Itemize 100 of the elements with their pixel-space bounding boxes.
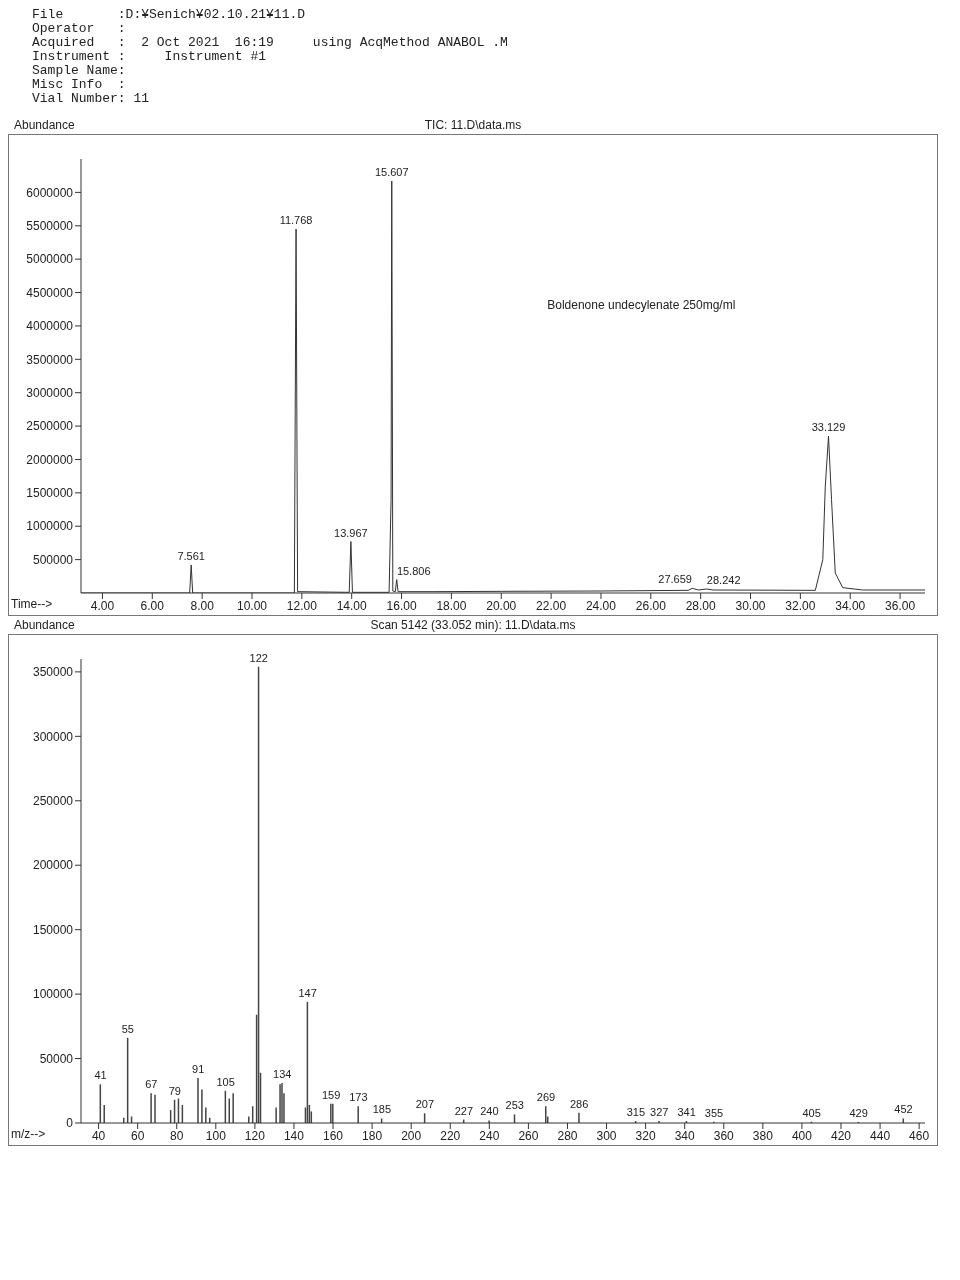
y-tick-label: 1500000 xyxy=(26,486,74,501)
annotation: 79 xyxy=(168,1084,181,1097)
x-tick-label: 8.00 xyxy=(190,598,215,613)
x-tick-label: 200 xyxy=(401,1128,422,1143)
annotation: 269 xyxy=(536,1091,556,1104)
annotation: 134 xyxy=(273,1068,292,1081)
chart-title: TIC: 11.D\data.ms xyxy=(424,118,522,132)
annotation: 147 xyxy=(298,986,317,999)
annotation: 227 xyxy=(454,1104,474,1117)
text: Acquired : 2 Oct 2021 16:19 using AcqMethod ANABOL .M xyxy=(32,35,509,50)
annotation: 253 xyxy=(505,1099,524,1112)
x-tick-label: 28.00 xyxy=(685,598,716,613)
annotation: 33.129 xyxy=(811,421,846,434)
annotation: 173 xyxy=(349,1091,368,1104)
annotation: 55 xyxy=(121,1022,135,1035)
y-tick-label: 250000 xyxy=(32,794,74,809)
x-axis-title: Time--> xyxy=(11,597,53,611)
annotation: 13.967 xyxy=(334,526,368,539)
x-tick-label: 14.00 xyxy=(336,598,368,613)
x-tick-label: 18.00 xyxy=(436,598,467,613)
y-tick-label: 2000000 xyxy=(26,452,74,467)
x-tick-label: 4.00 xyxy=(90,598,115,613)
annotation: 15.806 xyxy=(396,564,431,577)
x-tick-label: 180 xyxy=(362,1128,383,1143)
text: Instrument : Instrument #1 xyxy=(32,49,268,64)
x-tick-label: 440 xyxy=(870,1128,891,1143)
x-tick-label: 20.00 xyxy=(486,598,517,613)
x-tick-label: 24.00 xyxy=(585,598,617,613)
text: Operator : xyxy=(32,21,127,36)
x-tick-label: 380 xyxy=(752,1128,774,1143)
y-tick-label: 350000 xyxy=(32,665,74,680)
x-tick-label: 220 xyxy=(440,1128,461,1143)
annotation: 67 xyxy=(145,1078,158,1091)
x-tick-label: 30.00 xyxy=(735,598,766,613)
x-tick-label: 100 xyxy=(205,1128,227,1143)
annotation: 105 xyxy=(216,1075,235,1088)
y-tick-label: 5500000 xyxy=(26,219,74,234)
x-tick-label: 16.00 xyxy=(386,598,417,613)
x-tick-label: 420 xyxy=(830,1128,852,1143)
y-tick-label: 4500000 xyxy=(26,285,74,300)
x-tick-label: 40 xyxy=(91,1128,106,1143)
y-axis-title: Abundance xyxy=(14,618,75,632)
text: Boldenone undecylenate 250mg/ml xyxy=(547,298,736,313)
x-axis-title: m/z--> xyxy=(11,1127,46,1141)
y-tick-label: 3500000 xyxy=(26,352,74,367)
annotation: 7.561 xyxy=(177,549,205,562)
y-tick-label: 5000000 xyxy=(26,252,74,267)
x-tick-label: 80 xyxy=(170,1128,184,1143)
x-tick-label: 60 xyxy=(130,1128,145,1143)
y-tick-label: 0 xyxy=(66,1116,74,1131)
y-tick-label: 50000 xyxy=(39,1051,74,1066)
x-tick-label: 34.00 xyxy=(835,598,866,613)
annotation: 240 xyxy=(480,1105,499,1118)
annotation: 452 xyxy=(894,1103,913,1116)
x-tick-label: 120 xyxy=(244,1128,266,1143)
annotation: 28.242 xyxy=(706,573,741,586)
x-tick-label: 400 xyxy=(791,1128,813,1143)
x-tick-label: 6.00 xyxy=(140,598,165,613)
x-tick-label: 32.00 xyxy=(785,598,816,613)
y-tick-label: 150000 xyxy=(32,922,74,937)
annotation: 327 xyxy=(650,1106,669,1119)
y-tick-label: 100000 xyxy=(32,987,74,1002)
x-tick-label: 460 xyxy=(909,1128,930,1143)
x-tick-label: 340 xyxy=(674,1128,696,1143)
y-tick-label: 2500000 xyxy=(26,419,74,434)
x-tick-label: 26.00 xyxy=(635,598,667,613)
y-tick-label: 1000000 xyxy=(26,519,74,534)
text: Sample Name: xyxy=(32,63,127,78)
x-tick-label: 260 xyxy=(518,1128,539,1143)
x-tick-label: 12.00 xyxy=(286,598,318,613)
y-tick-label: 4000000 xyxy=(26,319,74,334)
chart-title: Scan 5142 (33.052 min): 11.D\data.ms xyxy=(370,618,576,632)
annotation: 122 xyxy=(249,651,268,664)
annotation: 286 xyxy=(570,1097,589,1110)
annotation: 159 xyxy=(321,1088,341,1101)
x-tick-label: 280 xyxy=(557,1128,578,1143)
y-tick-label: 3000000 xyxy=(26,385,74,400)
y-axis-title: Abundance xyxy=(14,118,75,132)
annotation: 207 xyxy=(415,1098,435,1111)
y-tick-label: 200000 xyxy=(32,858,74,873)
annotation: 185 xyxy=(372,1103,392,1116)
annotation: 429 xyxy=(849,1106,868,1119)
annotation: 41 xyxy=(94,1069,107,1082)
annotation: 315 xyxy=(626,1106,646,1119)
x-tick-label: 160 xyxy=(323,1128,344,1143)
annotation: 27.659 xyxy=(658,573,692,586)
annotation: 405 xyxy=(802,1106,821,1119)
annotation: 341 xyxy=(677,1106,696,1119)
y-tick-label: 500000 xyxy=(32,552,74,567)
x-tick-label: 240 xyxy=(479,1128,500,1143)
x-tick-label: 140 xyxy=(283,1128,305,1143)
x-tick-label: 300 xyxy=(596,1128,617,1143)
text: File :D:¥Senich¥02.10.21¥11.D xyxy=(32,7,307,22)
text: Vial Number: 11 xyxy=(32,91,151,106)
annotation: 91 xyxy=(192,1062,205,1075)
x-tick-label: 36.00 xyxy=(885,598,916,613)
annotation: 15.607 xyxy=(374,166,409,179)
y-tick-label: 6000000 xyxy=(26,185,74,200)
x-tick-label: 320 xyxy=(635,1128,656,1143)
annotation: 355 xyxy=(704,1106,724,1119)
